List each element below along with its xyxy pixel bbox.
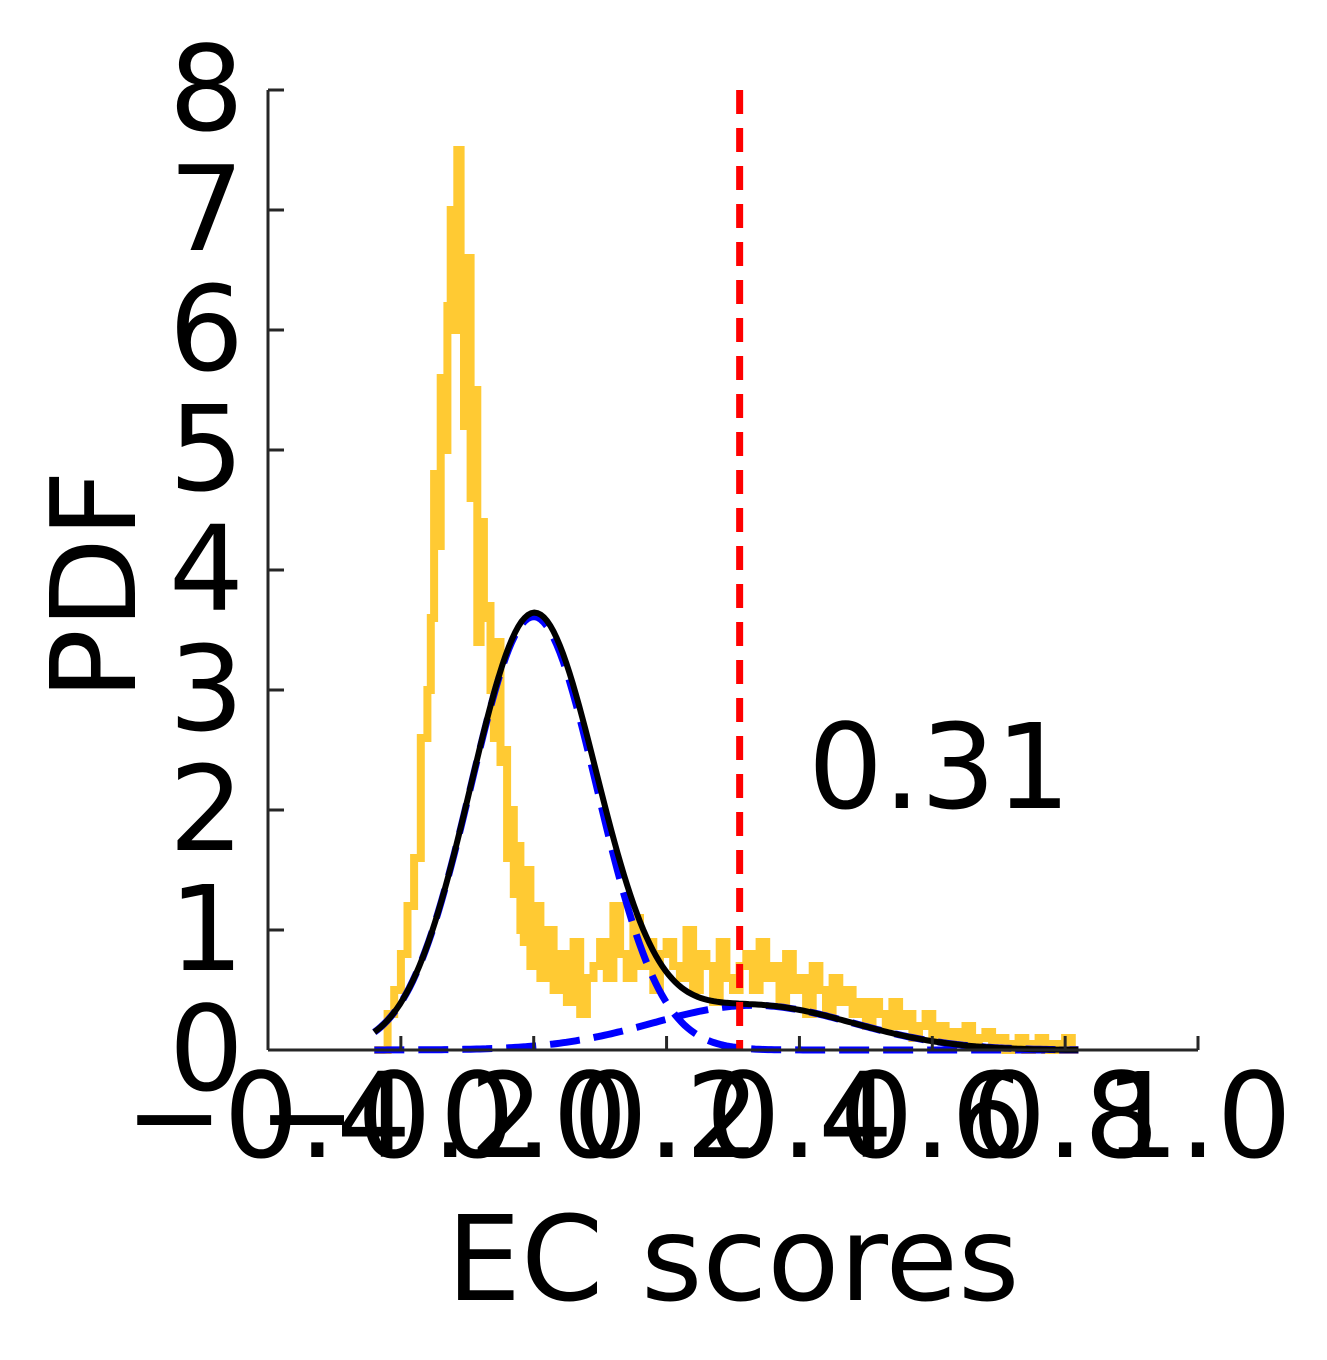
y-tick-label: 6 <box>169 260 244 398</box>
x-tick-label: 0.2 <box>573 1047 761 1185</box>
mixture-fit-line <box>372 609 1079 1053</box>
x-ticks: −0.4−0.20.00.20.40.60.81.0 <box>125 1036 1292 1185</box>
y-tick-label: 3 <box>169 620 244 758</box>
x-axis-label: EC scores <box>446 1190 1019 1328</box>
x-tick-label: 0.8 <box>971 1047 1159 1185</box>
y-tick-label: 0 <box>169 980 244 1118</box>
x-tick-label: −0.2 <box>258 1047 545 1185</box>
y-tick-label: 7 <box>169 140 244 278</box>
histogram-outline <box>374 146 1079 1054</box>
y-tick-label: 1 <box>169 860 244 998</box>
x-tick-label: −0.4 <box>125 1047 412 1185</box>
threshold-annotation: 0.31 <box>808 698 1071 836</box>
x-tick-label: 0.4 <box>706 1047 894 1185</box>
y-tick-label: 5 <box>169 380 244 518</box>
x-tick-label: 0.6 <box>838 1047 1026 1185</box>
x-tick-label: 0.0 <box>440 1047 628 1185</box>
y-axis-label: PDF <box>25 470 163 700</box>
x-tick-label: 1.0 <box>1104 1047 1292 1185</box>
plot-area <box>372 90 1079 1054</box>
y-tick-label: 2 <box>169 740 244 878</box>
y-tick-label: 4 <box>169 500 244 638</box>
y-tick-label: 8 <box>169 20 244 158</box>
